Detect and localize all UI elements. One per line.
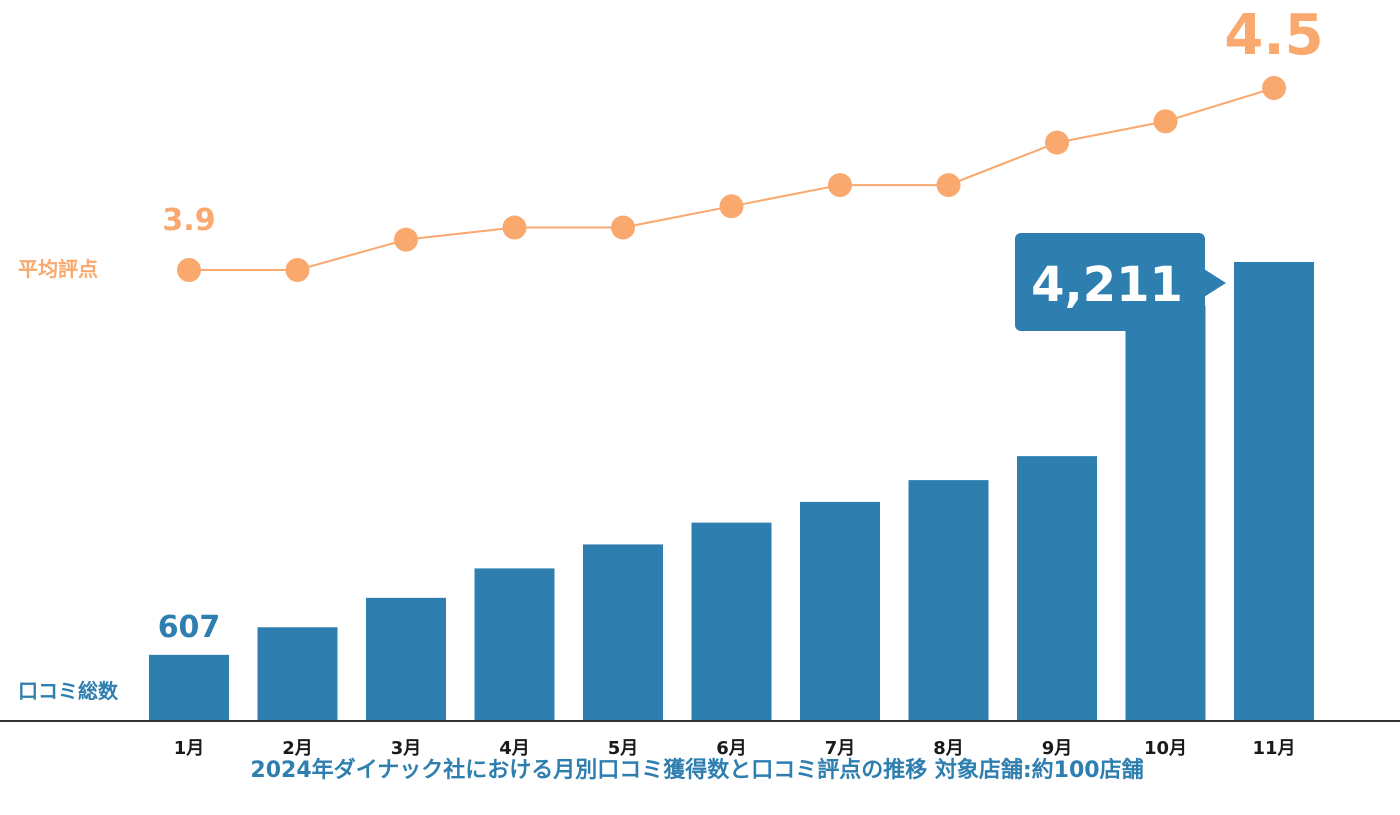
bar-series xyxy=(149,262,1314,721)
last-bar-callout: 4,211 xyxy=(1015,233,1226,331)
rating-point-9 xyxy=(1045,130,1069,155)
bar-1 xyxy=(149,654,229,721)
rating-point-5 xyxy=(611,215,635,240)
rating-point-10 xyxy=(1153,109,1178,134)
rating-point-4 xyxy=(502,215,527,240)
first-point-value-label: 3.9 xyxy=(162,203,215,238)
line-series xyxy=(177,76,1286,282)
rating-series-label: 平均評点 xyxy=(18,257,98,281)
bar-8 xyxy=(908,480,989,721)
chart-caption: 2024年ダイナック社における月別口コミ獲得数と口コミ評点の推移 対象店舗:約1… xyxy=(250,757,1143,783)
bar-3 xyxy=(366,597,446,721)
bar-4 xyxy=(474,568,555,721)
rating-point-3 xyxy=(394,227,418,252)
bar-9 xyxy=(1017,456,1097,721)
x-tick-label-6: 6月 xyxy=(716,738,747,759)
bar-7 xyxy=(800,501,880,721)
rating-point-11 xyxy=(1262,76,1286,100)
rating-point-2 xyxy=(285,258,310,282)
bar-5 xyxy=(583,544,663,721)
last-bar-value-label: 4,211 xyxy=(1031,257,1183,313)
x-tick-label-7: 7月 xyxy=(825,738,856,759)
bar-11 xyxy=(1234,262,1314,721)
first-bar-value-label: 607 xyxy=(158,610,221,645)
x-tick-label-10: 10月 xyxy=(1144,738,1187,759)
rating-point-8 xyxy=(936,173,961,198)
x-tick-label-9: 9月 xyxy=(1042,738,1073,759)
callout-pointer xyxy=(1204,269,1226,297)
x-tick-label-5: 5月 xyxy=(608,738,639,759)
bar-6 xyxy=(691,522,772,721)
x-tick-label-11: 11月 xyxy=(1252,738,1295,759)
x-tick-label-4: 4月 xyxy=(499,738,530,759)
bar-2 xyxy=(257,627,338,721)
x-tick-label-3: 3月 xyxy=(391,738,422,759)
callout-box xyxy=(1015,233,1205,331)
x-tick-label-1: 1月 xyxy=(174,738,205,759)
last-point-value-label: 4.5 xyxy=(1224,3,1323,68)
bar-10 xyxy=(1125,305,1206,721)
rating-point-6 xyxy=(719,194,744,219)
reviews-series-label: 口コミ総数 xyxy=(18,679,119,703)
rating-point-7 xyxy=(828,173,852,198)
x-tick-label-2: 2月 xyxy=(282,738,313,759)
x-tick-label-8: 8月 xyxy=(933,738,964,759)
x-axis-ticks: 1月 2月 3月 4月 5月 6月 7月 8月 9月 10月 11月 xyxy=(174,738,1296,759)
rating-point-1 xyxy=(177,258,201,282)
